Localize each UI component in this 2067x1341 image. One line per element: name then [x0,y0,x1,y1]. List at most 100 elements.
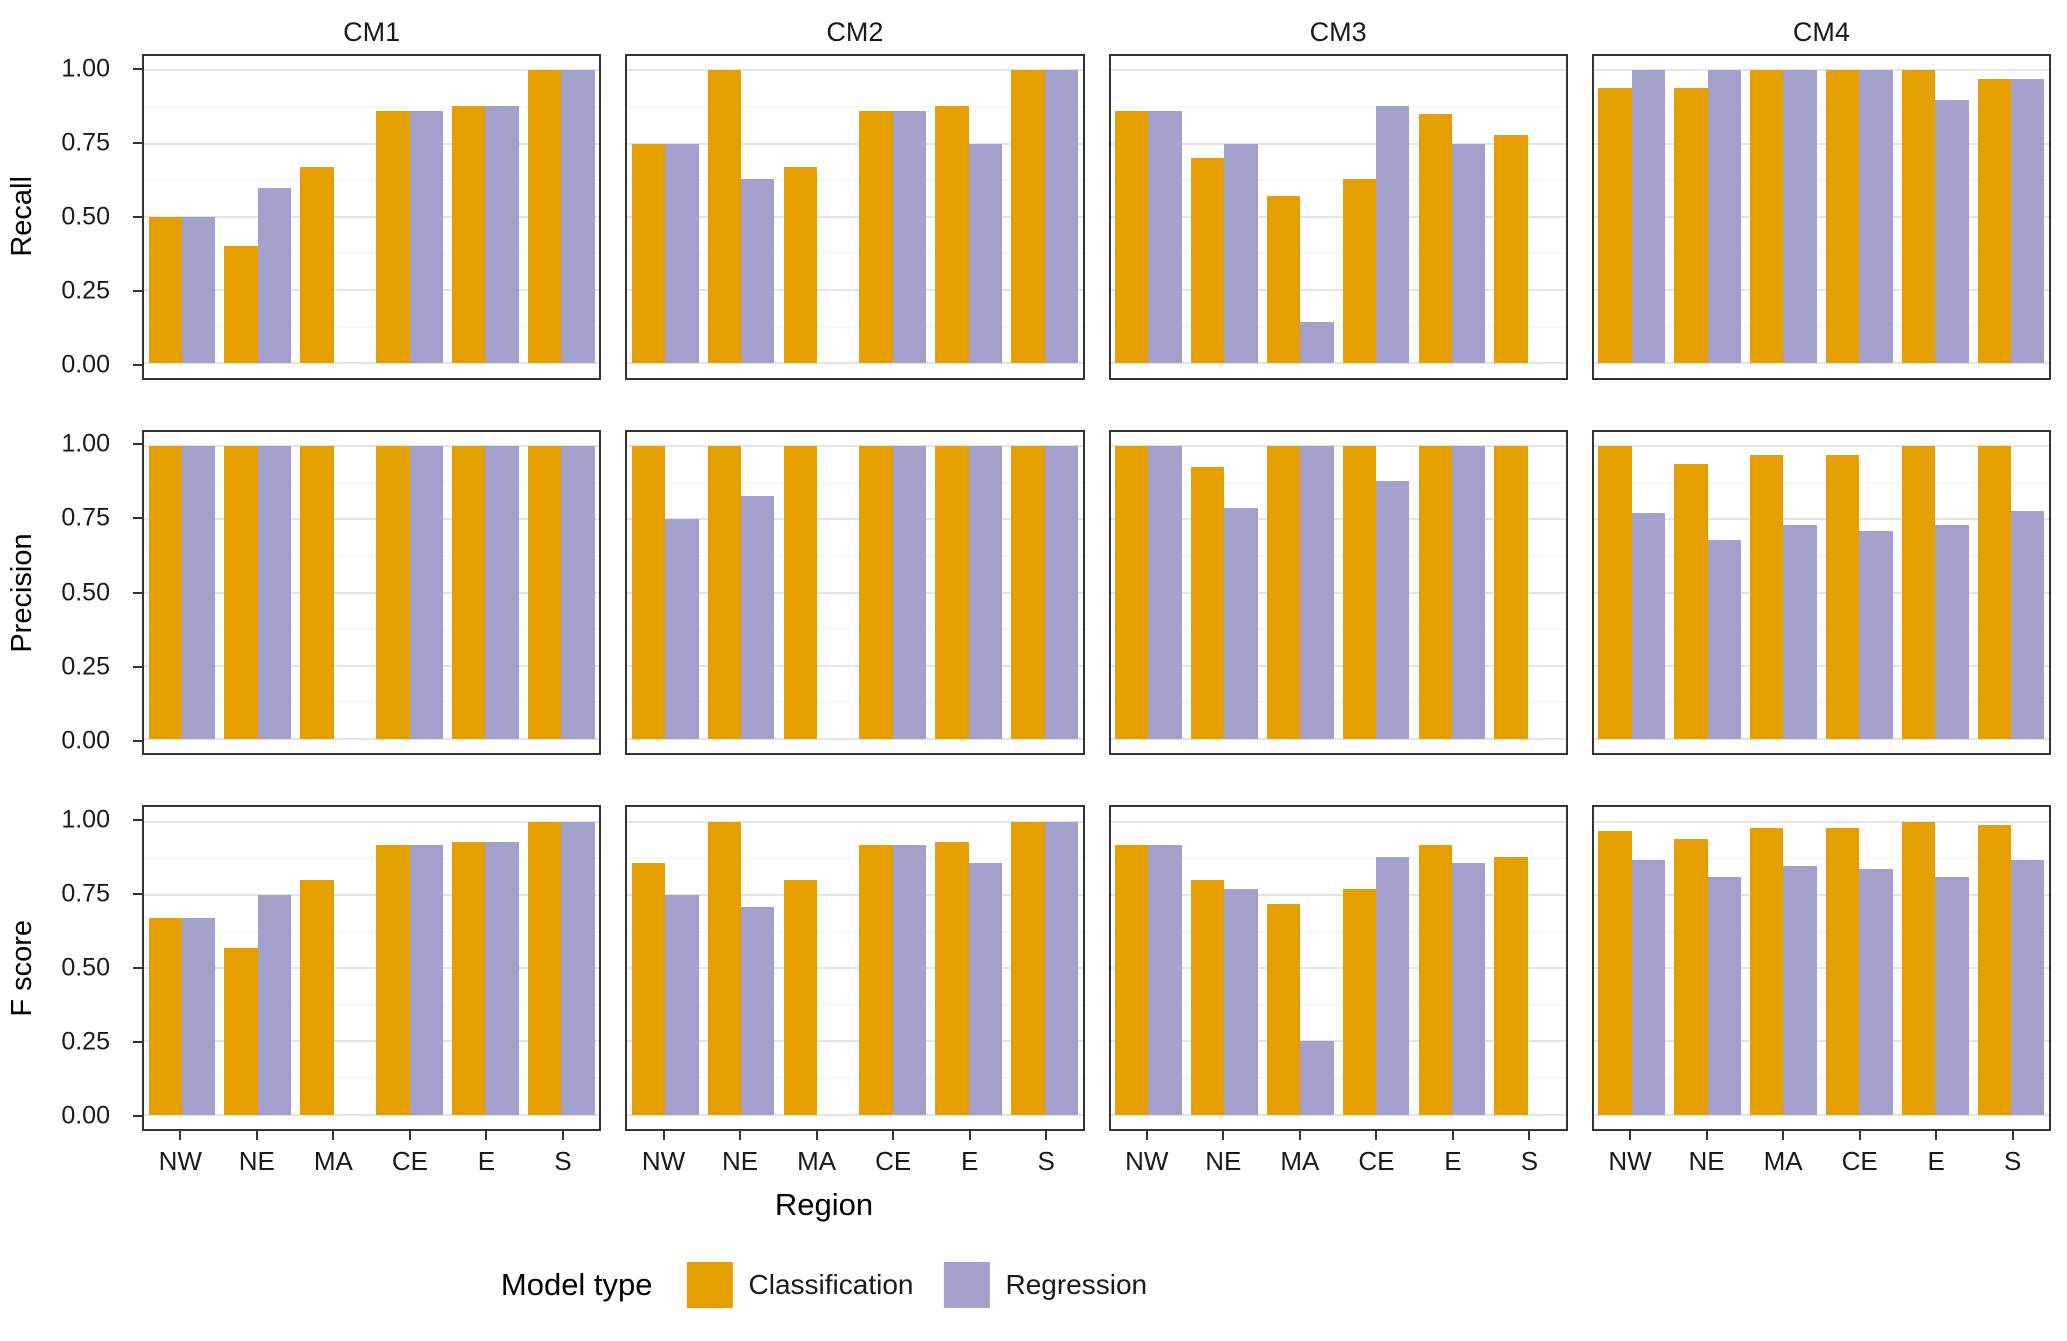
y-tick-label: 0.00 [61,1101,110,1130]
bar-regression-nw [1148,111,1182,364]
panel [1108,54,1568,380]
bar-regression-nw [181,446,216,739]
plot-area [1593,69,2049,365]
y-tick-label: 0.00 [61,726,110,755]
gridline-minor [627,555,1083,557]
gridline-major [627,820,1083,823]
bar-classification-e [1418,114,1452,364]
gridline-major [1593,591,2049,594]
x-tick-mark [2011,1131,2014,1140]
bar-classification-e [452,842,486,1115]
facet-titles-row: CM1 CM2 CM3 CM4 [6,10,2051,54]
gridline-major [144,967,600,970]
facet-title-cm4: CM4 [1792,16,1850,47]
x-tick-mark [485,1131,488,1140]
gridline-minor [144,252,600,254]
y-tick-label: 0.25 [61,276,110,305]
gridline-major [1593,362,2049,365]
gridline-minor [1110,857,1566,859]
gridline-minor [1110,701,1566,703]
y-tick-mark [133,893,142,896]
x-tick-mark [179,1131,182,1140]
bar-regression-nw [665,519,699,739]
x-tick-label: E [477,1146,496,1176]
bar-classification-ne [1190,880,1225,1115]
gridline-major [627,591,1083,594]
gridline-major [627,289,1083,292]
bar-classification-e [452,105,486,364]
y-tick-label: 1.00 [61,54,110,83]
gridline-major [1593,737,2049,740]
bar-classification-ma [1266,196,1301,364]
gridline-minor [1593,179,2049,181]
bar-classification-ce [859,111,893,364]
y-tick-label: 0.25 [61,652,110,681]
x-tick-mark [662,1131,665,1140]
y-axis: Precision 0.00 0.25 0.50 0.75 1.00 [6,430,142,756]
plot-area [144,445,600,740]
gridline-major [1593,967,2049,970]
bar-regression-e [968,862,1003,1115]
gridline-major [144,69,600,72]
bar-regression-nw [1631,513,1666,739]
y-tick-mark [133,517,142,520]
bar-classification-s [527,446,562,739]
bar-regression-ce [409,446,443,739]
gridline-minor [627,179,1083,181]
panel [625,54,1085,380]
y-tick-mark [133,141,142,144]
gridline-minor [627,628,1083,630]
bar-classification-ma [783,880,817,1115]
bar-regression-s [2011,510,2045,739]
gridline-major [144,664,600,667]
x-axis-title-row: Region [6,1183,2051,1235]
gridline-major [1593,445,2049,448]
bar-regression-s [561,446,595,739]
bar-regression-ne [257,187,292,364]
gridline-major [627,1040,1083,1043]
x-tick-mark [1045,1131,1048,1140]
bar-regression-ne [741,906,775,1115]
gridline-minor [627,1004,1083,1006]
bar-classification-s [1977,446,2012,739]
bar-classification-ne [224,246,258,364]
bar-classification-ma [783,167,817,364]
gridline-major [1110,894,1566,896]
x-tick-mark [1298,1131,1301,1140]
bar-classification-e [1901,821,1936,1115]
x-tick-mark [1782,1131,1785,1140]
gridline-major [1593,518,2049,521]
bar-regression-ma [1783,865,1817,1115]
bar-classification-ne [224,446,258,739]
bar-regression-e [1935,525,1969,739]
gridline-major [627,445,1083,448]
bar-classification-ma [783,446,817,739]
bar-classification-ce [376,845,410,1115]
bar-regression-s [561,70,595,364]
gridline-major [144,894,600,896]
gridline-major [1593,820,2049,823]
gridline-minor [1593,701,2049,703]
gridline-major [144,362,600,365]
gridline-minor [1110,1077,1566,1079]
y-tick-mark [133,1115,142,1118]
x-tick-label: MA [313,1146,353,1176]
gridline-major [627,69,1083,72]
gridline-minor [144,1004,600,1006]
x-tick-mark [1451,1131,1454,1140]
x-tick-mark [1375,1131,1378,1140]
gridline-minor [627,857,1083,859]
bar-regression-nw [181,918,216,1115]
bar-classification-nw [1598,446,1632,739]
gridline-minor [1110,252,1566,254]
bar-regression-e [485,105,519,364]
bar-classification-e [935,842,969,1115]
gridline-minor [1110,482,1566,484]
gridline-major [1593,664,2049,667]
bar-regression-s [2011,79,2045,364]
panel [142,805,602,1132]
gridline-minor [1593,482,2049,484]
bar-classification-nw [148,446,182,739]
y-axis-title-recall: Recall [6,176,38,258]
bar-regression-s [561,821,595,1115]
